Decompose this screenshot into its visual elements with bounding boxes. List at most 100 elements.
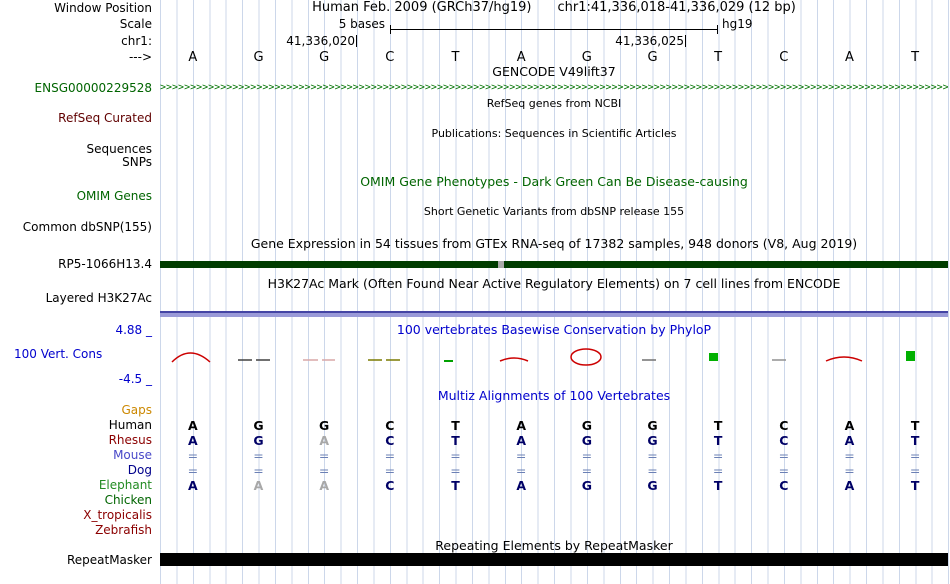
assembly-short-label: hg19 xyxy=(722,17,753,31)
base-2: G xyxy=(253,50,264,65)
strand-arrow-label: ---> xyxy=(128,50,152,64)
sequences-label: Sequences xyxy=(86,142,152,156)
gencode-item-label: ENSG00000229528 xyxy=(34,81,152,95)
alignment-cell: = xyxy=(384,448,396,463)
rp5-transcript-bar[interactable] xyxy=(160,261,948,268)
alignment-cell: A xyxy=(516,433,526,448)
alignment-cell: C xyxy=(779,478,789,493)
base-7: G xyxy=(581,50,592,65)
window-position-header: Human Feb. 2009 (GRCh37/hg19) chr1:41,33… xyxy=(160,1,948,15)
alignment-cell: T xyxy=(451,433,460,448)
conservation-red-bump-2 xyxy=(825,356,863,362)
conservation-red-bump-1 xyxy=(499,357,529,362)
alignment-cell: A xyxy=(253,478,264,493)
alignment-cell: = xyxy=(909,448,921,463)
base-8: G xyxy=(647,50,658,65)
species-label-elephant: Elephant xyxy=(98,478,152,492)
alignment-cell: A xyxy=(187,418,198,433)
common-dbsnp-label: Common dbSNP(155) xyxy=(22,220,152,234)
alignment-cell: T xyxy=(713,433,723,448)
base-11: A xyxy=(845,50,854,65)
alignment-cell: T xyxy=(451,478,460,493)
alignment-cell: = xyxy=(581,448,593,463)
alignment-cell: = xyxy=(318,448,330,463)
rp5-transcript-notch xyxy=(498,261,504,268)
alignment-cell: = xyxy=(384,463,396,478)
repeatmasker-bar[interactable] xyxy=(160,553,948,566)
alignment-row-mouse[interactable]: = = = = = = = = = = = = xyxy=(160,448,948,463)
gencode-track-title: GENCODE V49lift37 xyxy=(492,64,616,79)
alignment-cell: = xyxy=(253,463,264,478)
alignment-cell: T xyxy=(451,418,460,433)
base-1: A xyxy=(188,50,198,65)
scale-tick-left xyxy=(390,25,391,34)
gencode-transcript-arrows[interactable]: >>>>>>>>>>>>>>>>>>>>>>>>>>>>>>>>>>>>>>>>… xyxy=(160,82,948,93)
alignment-cell: A xyxy=(516,478,526,493)
conservation-green-block-2 xyxy=(906,351,915,361)
h3k27ac-signal-bar[interactable] xyxy=(160,311,948,317)
alignment-cell: = xyxy=(778,463,790,478)
rp5-transcript-label: RP5-1066H13.4 xyxy=(58,257,152,271)
coordinate-left: 41,336,020 xyxy=(286,34,355,48)
repeatmasker-label: RepeatMasker xyxy=(66,553,152,567)
alignment-row-chicken[interactable] xyxy=(160,493,948,508)
alignment-cell: = xyxy=(647,448,658,463)
alignment-cell: = xyxy=(712,448,724,463)
phylop-track-title: 100 vertebrates Basewise Conservation by… xyxy=(396,322,712,337)
conservation-min-label: -4.5 _ xyxy=(118,372,152,386)
alignment-cell: G xyxy=(647,478,658,493)
species-label-rhesus: Rhesus xyxy=(108,433,152,447)
coordinate-right: 41,336,025 xyxy=(615,34,684,48)
assembly-title: Human Feb. 2009 (GRCh37/hg19) xyxy=(312,0,532,15)
alignment-cell: G xyxy=(581,433,592,448)
alignment-row-x_tropicalis[interactable] xyxy=(160,508,948,523)
layered-h3k27ac-label: Layered H3K27Ac xyxy=(45,291,152,305)
repeatmasker-track-title: Repeating Elements by RepeatMasker xyxy=(435,538,673,553)
alignment-cell: = xyxy=(712,463,724,478)
alignment-cell: C xyxy=(385,478,395,493)
species-label-zebrafish: Zebrafish xyxy=(95,523,152,537)
alignment-cell: = xyxy=(187,463,199,478)
alignment-cell: T xyxy=(910,418,920,433)
alignment-cell: = xyxy=(581,463,593,478)
conservation-red-loop xyxy=(570,348,602,366)
conservation-plot[interactable] xyxy=(160,336,948,384)
alignment-cell: A xyxy=(319,478,329,493)
alignment-cell: = xyxy=(187,448,199,463)
alignment-cell: = xyxy=(515,463,527,478)
species-label-human: Human xyxy=(108,418,152,432)
coordinate-tick-right xyxy=(685,35,686,47)
alignment-cell: T xyxy=(910,478,920,493)
coordinate-tick-left xyxy=(356,35,357,47)
alignment-cell: G xyxy=(647,418,658,433)
alignment-cell: = xyxy=(450,463,461,478)
alignment-cell: = xyxy=(647,463,658,478)
base-10: C xyxy=(779,50,789,65)
alignment-row-dog[interactable]: = = = = = = = = = = = = xyxy=(160,463,948,478)
alignment-row-gaps[interactable] xyxy=(160,403,948,418)
alignment-cell: C xyxy=(385,418,395,433)
grid-guidelines xyxy=(160,0,949,584)
dbsnp-track-title: Short Genetic Variants from dbSNP releas… xyxy=(423,205,685,218)
alignment-cell: A xyxy=(844,433,855,448)
h3k27ac-track-title: H3K27Ac Mark (Often Found Near Active Re… xyxy=(267,276,841,291)
species-label-dog: Dog xyxy=(127,463,152,477)
chromosome-label: chr1: xyxy=(121,34,152,48)
snps-label: SNPs xyxy=(122,155,152,169)
scale-tick-right xyxy=(717,25,718,34)
omim-genes-label: OMIM Genes xyxy=(76,189,152,203)
scale-bar xyxy=(390,29,718,30)
alignment-cell: A xyxy=(319,433,329,448)
conservation-track-label: 100 Vert. Cons xyxy=(14,347,103,361)
alignment-cell: G xyxy=(647,433,658,448)
species-label-gaps: Gaps xyxy=(121,403,152,417)
alignment-cell: G xyxy=(581,478,592,493)
base-5: T xyxy=(451,50,460,65)
alignment-row-zebrafish[interactable] xyxy=(160,523,948,538)
base-3: G xyxy=(319,50,330,65)
